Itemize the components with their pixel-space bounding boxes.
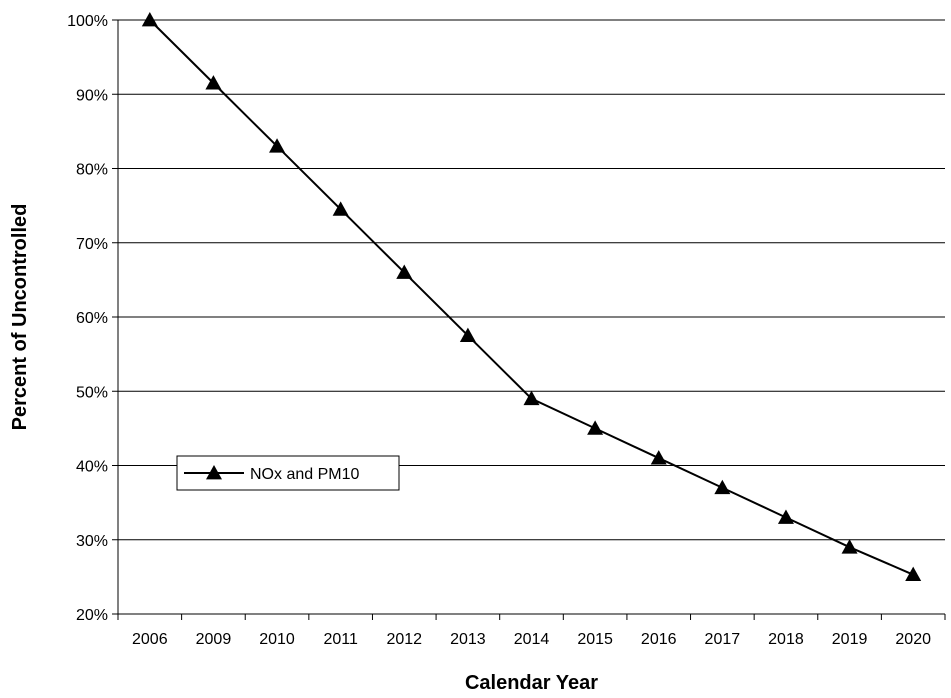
series-line: [149, 19, 914, 576]
y-tick-label: 80%: [76, 162, 108, 179]
x-tick-label: 2006: [132, 631, 168, 648]
x-axis-title: Calendar Year: [465, 672, 598, 694]
data-point-triangle-marker: [650, 450, 667, 465]
data-point-triangle-marker: [396, 264, 413, 279]
x-tick-label: 2019: [832, 631, 868, 648]
x-tick-label: 2017: [705, 631, 741, 648]
x-tick-label: 2012: [386, 631, 422, 648]
data-point-triangle-marker: [905, 566, 922, 582]
legend-triangle-marker-icon: [206, 465, 222, 480]
y-tick-label: 70%: [76, 236, 108, 253]
data-point-triangle-marker: [777, 509, 794, 524]
x-tick-label: 2009: [196, 631, 232, 648]
data-point-triangle-marker: [332, 201, 349, 216]
data-point-triangle-marker: [459, 327, 476, 342]
x-tick-label: 2015: [577, 631, 613, 648]
x-tick-label: 2014: [514, 631, 550, 648]
y-tick-label: 50%: [76, 384, 108, 401]
y-tick-label: 40%: [76, 459, 108, 476]
legend-label: NOx and PM10: [250, 466, 359, 483]
data-point-triangle-marker: [205, 75, 222, 90]
y-tick-label: 20%: [76, 607, 108, 624]
x-axis-ticks: 2006 2009 2010 2011 2012 2013 2014 2015 2016 2017…: [117, 614, 946, 648]
x-tick-label: 2013: [450, 631, 486, 648]
y-axis-ticks: 20% 30% 40% 50% 60% 70% 80% 90% 100%: [67, 13, 118, 624]
data-point-triangle-marker: [841, 539, 858, 554]
legend: NOx and PM10: [176, 455, 400, 491]
y-axis-title: Percent of Uncontrolled: [9, 204, 31, 431]
data-point-triangle-marker: [587, 420, 604, 435]
x-tick-label: 2020: [895, 631, 931, 648]
x-tick-label: 2016: [641, 631, 677, 648]
x-tick-label: 2010: [259, 631, 295, 648]
x-tick-label: 2011: [323, 631, 358, 648]
data-point-triangle-marker: [714, 479, 731, 495]
y-tick-label: 90%: [76, 87, 108, 104]
y-tick-label: 30%: [76, 533, 108, 550]
data-point-triangle-marker: [523, 390, 540, 406]
y-tick-label: 60%: [76, 310, 108, 327]
y-tick-label: 100%: [67, 13, 108, 30]
data-point-triangle-marker: [269, 138, 286, 153]
data-point-triangle-marker: [141, 12, 158, 27]
series-nox-pm10: [141, 12, 922, 582]
x-tick-label: 2018: [768, 631, 804, 648]
